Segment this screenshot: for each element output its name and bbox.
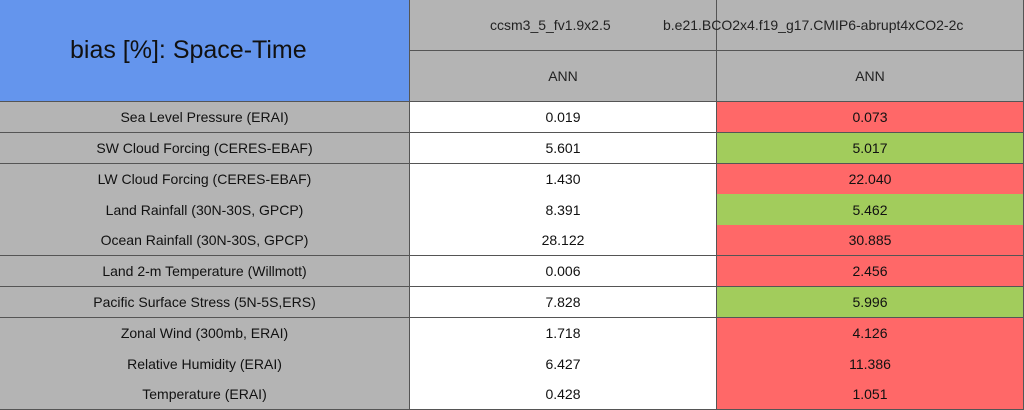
value-cell: 7.828 (410, 286, 717, 319)
row-label: Ocean Rainfall (30N-30S, GPCP) (0, 225, 410, 257)
header-cell (410, 0, 717, 51)
row-label: Relative Humidity (ERAI) (0, 348, 410, 380)
value-cell: 30.885 (717, 225, 1024, 257)
value-cell: 1.430 (410, 163, 717, 195)
value-cell: 22.040 (717, 163, 1024, 195)
value-cell: 4.126 (717, 317, 1024, 349)
value-cell: 2.456 (717, 256, 1024, 288)
value-cell: 0.073 (717, 102, 1024, 134)
row-label: SW Cloud Forcing (CERES-EBAF) (0, 132, 410, 165)
value-cell: 5.996 (717, 286, 1024, 319)
row-label: Land 2-m Temperature (Willmott) (0, 256, 410, 288)
row-label: LW Cloud Forcing (CERES-EBAF) (0, 163, 410, 195)
row-label: Pacific Surface Stress (5N-5S,ERS) (0, 286, 410, 319)
row-label: Temperature (ERAI) (0, 379, 410, 410)
row-label: Land Rainfall (30N-30S, GPCP) (0, 194, 410, 226)
header-cell (717, 0, 1024, 51)
column-case: ccsm3_5_fv1.9x2.5 (490, 17, 611, 33)
value-cell: 8.391 (410, 194, 717, 226)
column-case: b.e21.BCO2x4.f19_g17.CMIP6-abrupt4xCO2-2… (663, 17, 964, 33)
row-label: Sea Level Pressure (ERAI) (0, 102, 410, 134)
column-period: ANN (410, 51, 717, 102)
value-cell: 0.006 (410, 256, 717, 288)
value-cell: 1.051 (717, 379, 1024, 410)
row-label: Zonal Wind (300mb, ERAI) (0, 317, 410, 349)
value-cell: 5.017 (717, 132, 1024, 165)
table-title: bias [%]: Space-Time (0, 0, 410, 102)
value-cell: 6.427 (410, 348, 717, 380)
value-cell: 0.428 (410, 379, 717, 410)
value-cell: 28.122 (410, 225, 717, 257)
value-cell: 5.462 (717, 194, 1024, 226)
value-cell: 1.718 (410, 317, 717, 349)
value-cell: 0.019 (410, 102, 717, 134)
value-cell: 11.386 (717, 348, 1024, 380)
value-cell: 5.601 (410, 132, 717, 165)
column-period: ANN (717, 51, 1024, 102)
